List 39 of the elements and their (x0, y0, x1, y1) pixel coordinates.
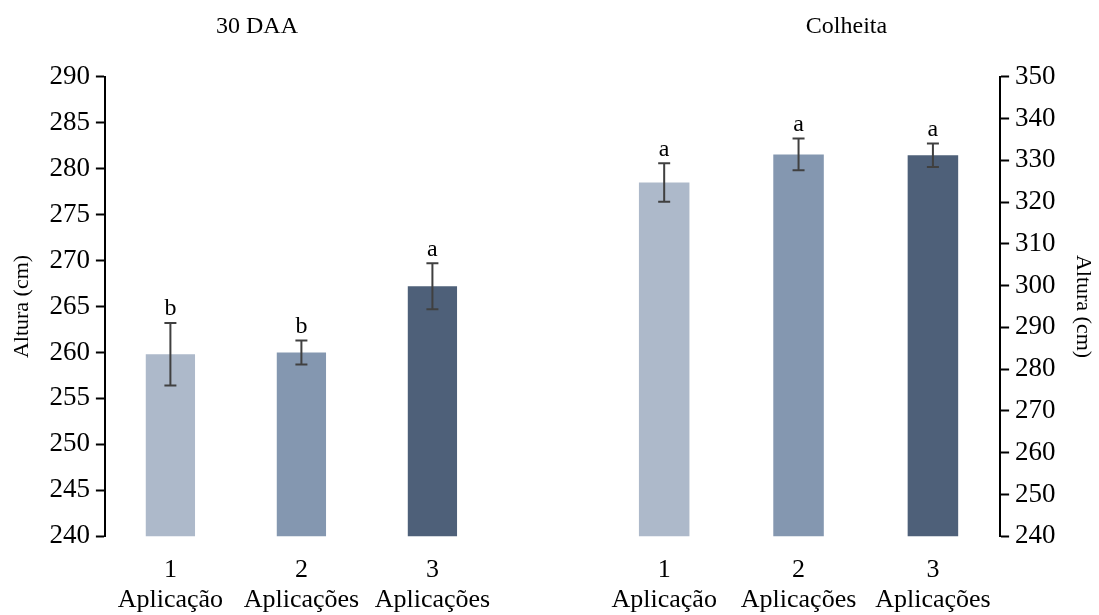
y2-tick-label: 300 (1015, 268, 1056, 299)
data-label: a (658, 134, 670, 161)
y2-tick-label: 330 (1015, 143, 1056, 174)
y2-tick-label: 270 (1015, 394, 1056, 424)
data-label: a (427, 234, 439, 261)
y-tick-label: 265 (49, 289, 90, 320)
chart-title: 30 DAA (216, 11, 299, 38)
y2-tick-label: 320 (1015, 185, 1056, 216)
data-label: a (793, 109, 805, 136)
chart-title: Colheita (805, 11, 888, 38)
y-tick-label: 245 (49, 473, 90, 504)
y2-tick-label: 310 (1015, 226, 1056, 257)
y-tick-label: 250 (49, 427, 90, 458)
y2-tick-label: 280 (1015, 352, 1056, 383)
y2-tick-label: 260 (1015, 435, 1056, 466)
x-tick-label: 2 Aplicações (740, 553, 857, 613)
y-tick-label: 280 (49, 151, 90, 182)
y-tick-label: 240 (49, 519, 90, 550)
x-tick-label: 3 Aplicações (875, 553, 991, 613)
y2-tick-label: 340 (1015, 101, 1056, 132)
data-label: a (927, 114, 939, 141)
y2-tick-label: 290 (1015, 310, 1056, 341)
y2-tick-label: 240 (1015, 519, 1056, 550)
y-tick-label: 255 (49, 381, 90, 412)
y-tick-label: 290 (49, 59, 90, 90)
y-tick-label: 285 (49, 105, 90, 136)
y2-tick-label: 350 (1015, 59, 1056, 90)
y2-tick-label: 250 (1015, 477, 1056, 508)
y2-axis-title: Altura (cm) (1072, 254, 1098, 359)
x-tick-label: 1 Aplicação (117, 553, 224, 613)
y-tick-label: 260 (49, 335, 90, 366)
y-tick-label: 270 (49, 243, 90, 274)
y-axis-title: Altura (cm) (7, 254, 33, 359)
y-tick-label: 275 (49, 197, 90, 228)
data-label: b (164, 294, 177, 321)
x-tick-label: 3 Aplicações (374, 553, 491, 613)
x-tick-label: 1 Aplicação (611, 553, 717, 613)
data-label: b (295, 311, 308, 338)
x-tick-label: 2 Aplicações (243, 553, 360, 613)
